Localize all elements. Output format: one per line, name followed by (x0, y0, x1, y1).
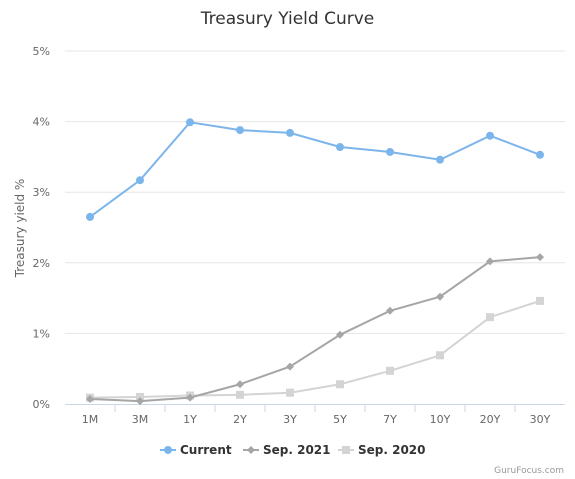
x-tick-label: 3M (132, 413, 149, 426)
y-axis-ticks: 0% 1% 2% 3% 4% 5% (33, 45, 50, 411)
legend-item[interactable]: Current (160, 443, 232, 457)
legend-label: Sep. 2021 (263, 443, 331, 457)
data-point[interactable] (486, 131, 494, 140)
legend-marker[interactable] (342, 446, 350, 454)
data-point[interactable] (436, 351, 444, 360)
data-point[interactable] (186, 118, 194, 127)
data-point[interactable] (336, 380, 344, 389)
gridlines (65, 50, 565, 334)
y-tick-label: 3% (33, 186, 50, 199)
data-point[interactable] (136, 176, 144, 185)
legend-label: Current (180, 443, 232, 457)
data-point[interactable] (536, 253, 544, 262)
legend-marker[interactable] (164, 446, 172, 454)
data-point[interactable] (436, 292, 444, 301)
data-point[interactable] (136, 392, 144, 401)
data-point[interactable] (436, 155, 444, 164)
series-line (89, 121, 541, 218)
y-tick-label: 5% (33, 45, 50, 58)
x-tick-label: 3Y (283, 413, 297, 426)
chart-title: Treasury Yield Curve (200, 9, 375, 29)
data-point[interactable] (236, 390, 244, 399)
data-point[interactable] (536, 150, 544, 159)
x-tick-label: 1Y (183, 413, 197, 426)
x-tick-label: 1M (82, 413, 99, 426)
y-tick-label: 1% (33, 327, 50, 340)
legend-label: Sep. 2020 (358, 443, 426, 457)
legend[interactable]: Current Sep. 2021 Sep. 2020 (160, 443, 426, 457)
data-point[interactable] (336, 330, 344, 339)
y-tick-label: 2% (33, 257, 50, 270)
series-current (86, 118, 544, 221)
series-sep-2021 (86, 253, 544, 406)
x-axis-ticks: 1M 3M 1Y 2Y 3Y 5Y 7Y 10Y 20Y 30Y (82, 404, 551, 426)
data-point[interactable] (86, 212, 94, 221)
x-tick-label: 5Y (333, 413, 347, 426)
series-line (89, 256, 541, 403)
data-point[interactable] (236, 380, 244, 389)
y-tick-label: 0% (33, 398, 50, 411)
x-tick-label: 30Y (530, 413, 551, 426)
x-tick-label: 2Y (233, 413, 247, 426)
data-point[interactable] (486, 257, 494, 266)
data-point[interactable] (136, 397, 144, 406)
series-layer (86, 118, 544, 406)
x-tick-label: 10Y (430, 413, 451, 426)
data-point[interactable] (86, 395, 94, 404)
x-tick-label: 20Y (480, 413, 501, 426)
series-line (89, 299, 541, 399)
data-point[interactable] (236, 126, 244, 135)
data-point[interactable] (386, 366, 394, 375)
data-point[interactable] (386, 306, 394, 315)
data-point[interactable] (186, 393, 194, 402)
credit-link[interactable]: GuruFocus.com (494, 466, 564, 476)
data-point[interactable] (336, 143, 344, 152)
legend-item[interactable]: Sep. 2021 (243, 443, 331, 457)
y-tick-label: 4% (33, 116, 50, 129)
data-point[interactable] (286, 128, 294, 137)
data-point[interactable] (286, 362, 294, 371)
legend-item[interactable]: Sep. 2020 (338, 443, 426, 457)
y-axis-label: Treasury yield % (13, 179, 27, 279)
data-point[interactable] (286, 388, 294, 397)
data-point[interactable] (536, 296, 544, 305)
legend-marker[interactable] (247, 446, 255, 454)
data-point[interactable] (386, 147, 394, 156)
series-sep-2020 (86, 296, 544, 402)
x-tick-label: 7Y (383, 413, 397, 426)
data-point[interactable] (486, 313, 494, 322)
